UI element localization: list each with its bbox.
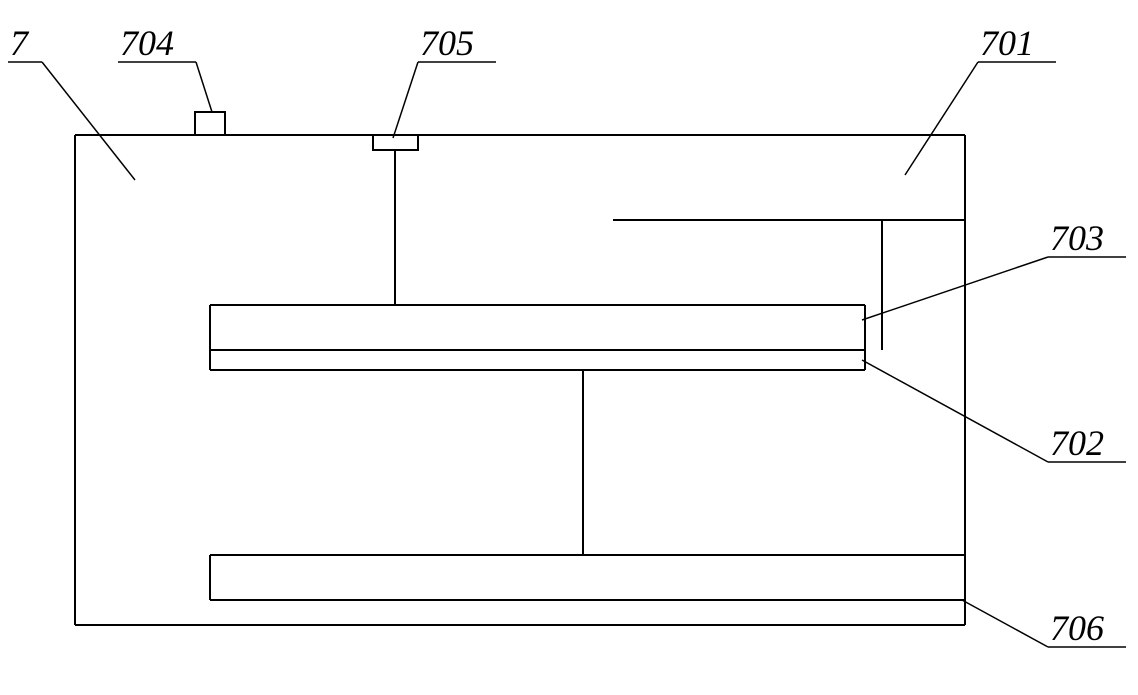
leader-703	[862, 257, 1048, 320]
label-702: 702	[1050, 423, 1104, 463]
leader-702	[862, 360, 1048, 462]
diagram-main-lines	[75, 112, 965, 625]
leader-704	[196, 62, 212, 112]
label-701: 701	[980, 23, 1034, 63]
leader-705	[393, 62, 418, 138]
leader-706	[962, 600, 1048, 647]
label-7: 7	[10, 23, 30, 63]
label-705: 705	[420, 23, 474, 63]
diagram-leader-lines	[8, 62, 1126, 647]
tab-704	[195, 112, 225, 135]
tab-705	[373, 135, 418, 150]
label-706: 706	[1050, 608, 1104, 648]
label-704: 704	[120, 23, 174, 63]
label-703: 703	[1050, 218, 1104, 258]
leader-701	[905, 62, 978, 175]
leader-7	[42, 62, 135, 180]
